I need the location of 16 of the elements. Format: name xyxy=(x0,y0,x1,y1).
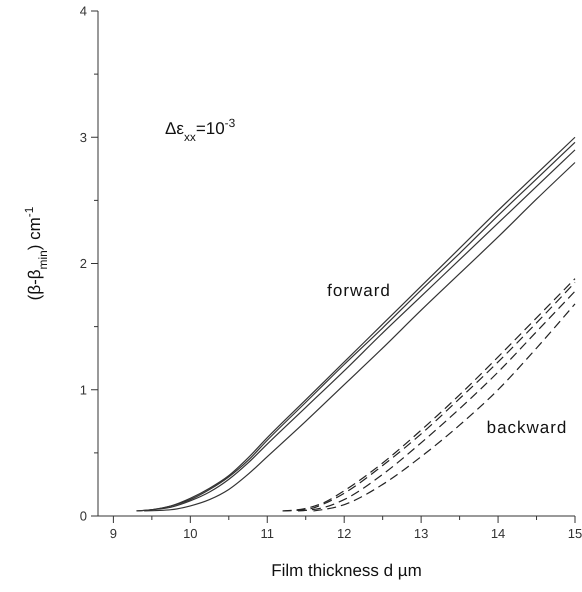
x-tick-label: 14 xyxy=(490,526,506,541)
annotation: Δε$_{xx}$=10$^{-3}$ xyxy=(165,116,236,144)
x-tick-label: 13 xyxy=(414,526,428,541)
y-tick-label: 4 xyxy=(80,4,87,19)
x-tick-label: 9 xyxy=(110,526,118,541)
x-tick-label: 11 xyxy=(260,526,274,541)
y-tick-label: 0 xyxy=(80,508,87,524)
y-tick-label: 2 xyxy=(80,256,87,272)
y-tick-label: 3 xyxy=(80,130,87,145)
annotation: forward xyxy=(327,280,391,300)
annotation: backward xyxy=(486,418,568,437)
x-tick-label: 15 xyxy=(568,526,582,541)
y-tick-label: 1 xyxy=(80,382,87,398)
x-axis-title: Film thickness d µm xyxy=(271,561,422,580)
x-tick-label: 10 xyxy=(183,526,198,541)
x-tick-label: 12 xyxy=(336,526,352,541)
